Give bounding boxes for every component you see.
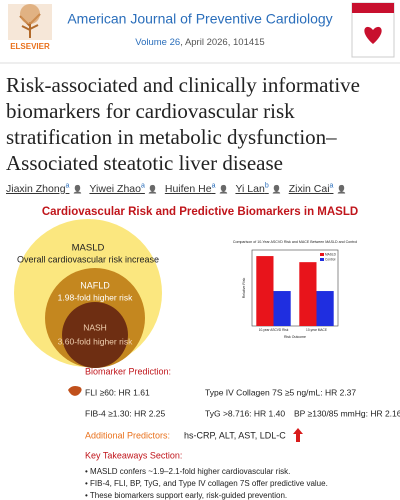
circle-text: 1.98-fold higher risk <box>58 292 133 302</box>
circle-label: MASLD <box>72 243 105 254</box>
author-list: Jiaxin Zhonga 👤 Yiwei Zhaoa 👤 Huifen Hea 👤 Yi … <box>6 182 353 195</box>
up-arrow <box>293 428 303 442</box>
circle-label: NASH <box>83 322 107 332</box>
additional-label: Additional Predictors: <box>85 430 170 440</box>
x-tick-label: 10-year ASCVD Risk <box>259 328 289 332</box>
x-tick-label: 10-year MACE <box>306 328 327 332</box>
author-name[interactable]: Huifen Hea <box>164 182 216 195</box>
person-icon[interactable]: 👤 <box>336 184 347 194</box>
publisher-name: ELSEVIER <box>10 42 50 51</box>
biomarker: FIB-4 ≥1.30: HR 2.25 <box>85 408 166 418</box>
section-heading: Biomarker Prediction: <box>85 366 171 376</box>
takeaway: • FIB-4, FLI, BP, TyG, and Type IV colla… <box>85 479 328 488</box>
article-title: Risk-associated and clinically informati… <box>6 73 360 175</box>
chart-title: Comparison of 10-Year ASCVD Risk and MAC… <box>233 240 358 244</box>
person-icon[interactable]: 👤 <box>218 184 229 194</box>
affiliation[interactable]: a <box>65 182 70 189</box>
person-icon[interactable]: 👤 <box>147 184 158 194</box>
person-icon[interactable]: 👤 <box>72 184 83 194</box>
circle-text: 3.60-fold higher risk <box>58 336 133 346</box>
author-name[interactable]: Yiwei Zhaoa <box>89 182 145 195</box>
legend-label: Control <box>325 257 336 261</box>
affiliation[interactable]: b <box>264 182 269 189</box>
bar <box>299 262 317 326</box>
chart-frame <box>251 249 339 327</box>
issue-line: Volume 26, April 2026, 101415 <box>135 37 264 48</box>
author-name[interactable]: Yi Lanb <box>235 182 269 195</box>
affiliation[interactable]: a <box>329 182 334 189</box>
circle-label: NAFLD <box>80 280 110 290</box>
legend-label: MASLD <box>325 252 337 256</box>
header: ELSEVIER American Journal of Preventive … <box>0 2 400 64</box>
legend-swatch <box>320 253 324 256</box>
affiliation[interactable]: a <box>211 182 216 189</box>
bar-chart: Comparison of 10-Year ASCVD Risk and MAC… <box>233 240 358 339</box>
biomarker: FLI ≥60: HR 1.61 <box>85 387 150 397</box>
bar <box>273 291 291 326</box>
bar <box>256 256 274 326</box>
circle-text: Overall cardiovascular risk increase <box>17 254 159 264</box>
x-axis-label: Risk Outcome <box>284 335 306 339</box>
takeaway: • These biomarkers support early, risk-g… <box>85 491 287 500</box>
journal-cover[interactable] <box>351 2 395 58</box>
issue-info: , April 2026, 101415 <box>180 37 265 48</box>
biomarker: Type IV Collagen 7S ≥5 ng/mL: HR 2.37 <box>205 387 356 397</box>
author-name[interactable]: Zixin Caia <box>288 182 334 195</box>
volume-link[interactable]: Volume 26 <box>135 37 180 48</box>
graphical-abstract: Cardiovascular Risk and Predictive Bioma… <box>14 206 400 500</box>
legend-swatch <box>320 258 324 261</box>
author-name[interactable]: Jiaxin Zhonga <box>6 182 70 195</box>
section-heading: Key Takeaways Section: <box>85 450 182 460</box>
biomarker: BP ≥130/85 mmHg: HR 2.16 <box>294 408 400 418</box>
abstract-title: Cardiovascular Risk and Predictive Bioma… <box>42 206 358 218</box>
liver-icon <box>68 386 82 396</box>
additional-list: hs-CRP, ALT, AST, LDL-C <box>184 430 286 440</box>
journal-title[interactable]: American Journal of Preventive Cardiolog… <box>67 11 332 27</box>
publisher-logo <box>8 4 52 40</box>
bar <box>316 291 334 326</box>
person-icon[interactable]: 👤 <box>271 184 282 194</box>
takeaway: • MASLD confers ~1.9–2.1-fold higher car… <box>85 467 290 476</box>
affiliation[interactable]: a <box>140 182 145 189</box>
y-axis-label: Relative Risk <box>242 278 246 299</box>
circle-nash <box>62 302 128 368</box>
biomarker: TyG >8.716: HR 1.40 <box>205 408 285 418</box>
